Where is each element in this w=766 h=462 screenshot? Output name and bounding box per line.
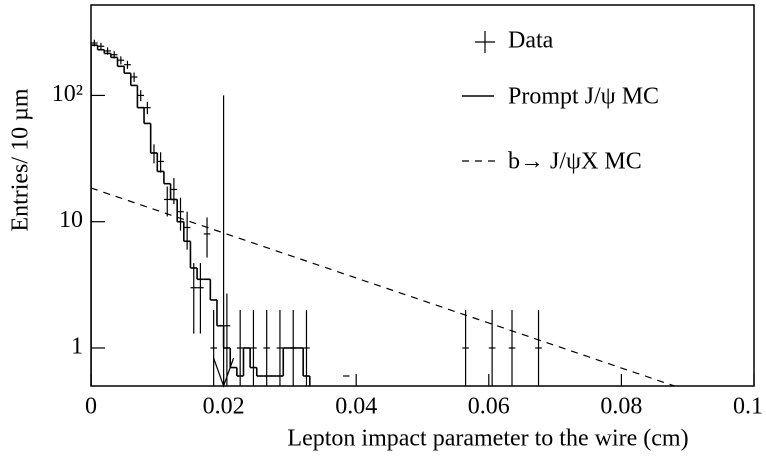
x-tick-label: 0.1 [733, 394, 763, 420]
x-axis-label: Lepton impact parameter to the wire (cm) [287, 426, 688, 452]
y-tick-label: 10² [52, 81, 83, 107]
legend: Data Prompt J/ψ MC b→ J/ψX MC [462, 28, 659, 175]
y-tick-label: 1 [71, 333, 83, 359]
legend-label: Data [508, 28, 554, 54]
x-tick-label: 0.02 [203, 394, 245, 420]
x-tick-label: 0 [85, 394, 97, 420]
x-tick-label: 0.04 [335, 394, 377, 420]
legend-label: b→ J/ψX MC [508, 149, 642, 175]
y-axis-label: Entries/ 10 µm [8, 88, 34, 231]
bx-line [91, 187, 675, 386]
plot-area [91, 39, 675, 386]
x-tick-label: 0.08 [600, 394, 642, 420]
plot-frame [90, 4, 755, 387]
x-tick-label: 0.06 [468, 394, 510, 420]
legend-label: Prompt J/ψ MC [508, 84, 659, 110]
y-tick-label: 10 [59, 207, 83, 233]
cut-arrow [213, 357, 235, 388]
